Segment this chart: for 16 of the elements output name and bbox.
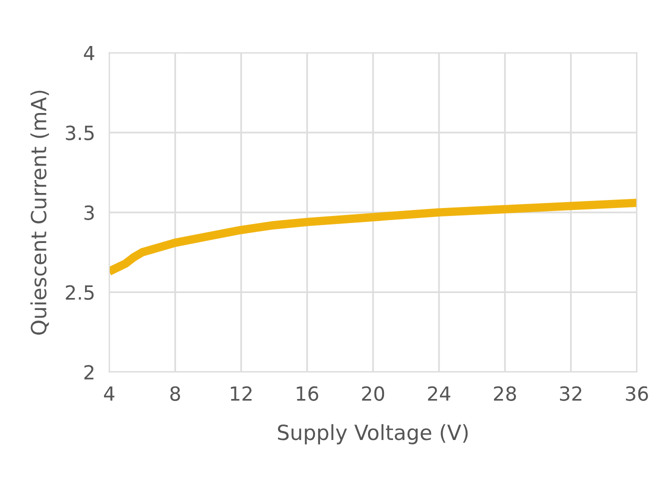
x-tick-label: 36 [626,386,648,401]
x-axis-title: Supply Voltage (V) [278,424,468,444]
x-tick-label: 28 [494,386,516,401]
y-tick-label: 4 [84,46,94,60]
x-tick-label: 16 [296,386,318,401]
y-axis-title: Quiescent Current (mA) [30,90,49,335]
y-tick-label: 2 [84,364,94,380]
y-tick-label: 3 [84,205,94,220]
y-tick-label: 2.5 [66,285,94,300]
x-tick-label: 24 [428,386,450,401]
x-tick-label: 8 [170,386,180,401]
x-tick-label: 32 [560,386,582,401]
y-tick-label: 3.5 [66,126,94,140]
x-tick-label: 4 [104,386,114,401]
x-tick-label: 12 [230,386,252,401]
x-tick-label: 20 [362,386,384,401]
